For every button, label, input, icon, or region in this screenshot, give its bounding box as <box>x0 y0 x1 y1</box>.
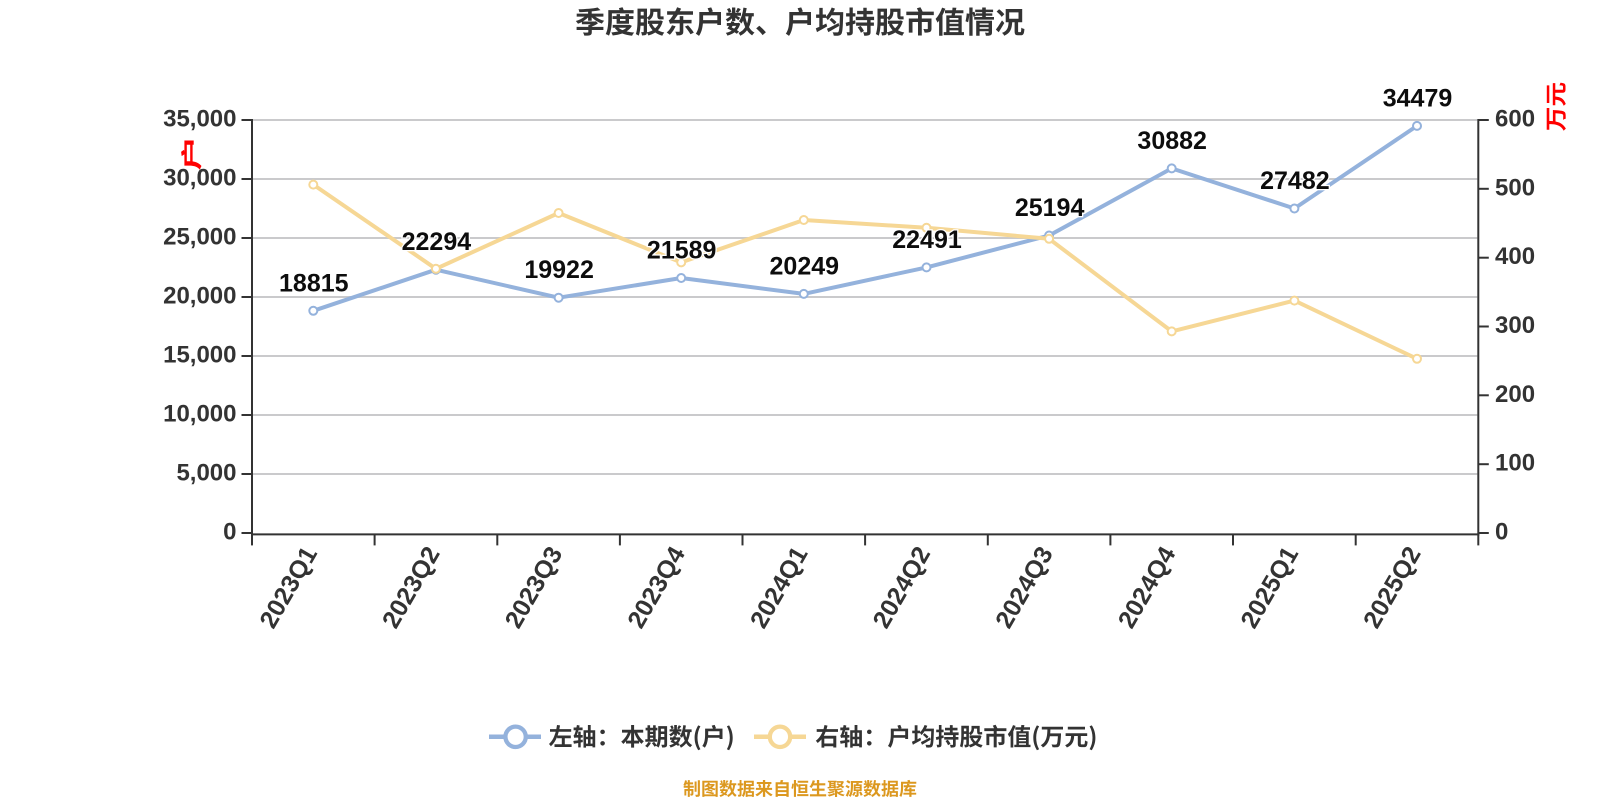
svg-text:2024Q1: 2024Q1 <box>745 542 814 633</box>
svg-text:5,000: 5,000 <box>176 460 236 487</box>
svg-text:2024Q3: 2024Q3 <box>990 542 1059 633</box>
svg-text:2023Q1: 2023Q1 <box>254 542 323 633</box>
svg-text:10,000: 10,000 <box>163 401 236 428</box>
svg-text:20249: 20249 <box>770 252 840 280</box>
svg-text:27482: 27482 <box>1260 167 1330 195</box>
svg-text:2023Q3: 2023Q3 <box>500 542 569 633</box>
svg-text:25194: 25194 <box>1015 194 1085 222</box>
svg-text:0: 0 <box>1495 519 1508 546</box>
svg-text:35,000: 35,000 <box>163 106 236 133</box>
svg-text:2025Q2: 2025Q2 <box>1358 542 1427 633</box>
svg-text:0: 0 <box>223 519 236 546</box>
svg-text:400: 400 <box>1495 243 1535 270</box>
svg-text:2023Q4: 2023Q4 <box>622 542 691 633</box>
svg-text:20,000: 20,000 <box>163 283 236 310</box>
svg-text:22491: 22491 <box>892 226 962 254</box>
svg-text:2024Q2: 2024Q2 <box>867 542 936 633</box>
svg-text:34479: 34479 <box>1383 84 1453 112</box>
svg-text:21589: 21589 <box>647 237 717 265</box>
svg-text:300: 300 <box>1495 312 1535 339</box>
svg-text:2024Q4: 2024Q4 <box>1113 542 1182 633</box>
svg-text:500: 500 <box>1495 174 1535 201</box>
svg-text:2023Q2: 2023Q2 <box>377 542 446 633</box>
svg-text:15,000: 15,000 <box>163 342 236 369</box>
svg-text:22294: 22294 <box>402 228 472 256</box>
svg-text:200: 200 <box>1495 381 1535 408</box>
svg-text:18815: 18815 <box>279 269 349 297</box>
svg-text:25,000: 25,000 <box>163 224 236 251</box>
svg-text:19922: 19922 <box>524 256 594 284</box>
svg-text:600: 600 <box>1495 106 1535 133</box>
svg-text:2025Q1: 2025Q1 <box>1235 542 1304 633</box>
svg-text:30882: 30882 <box>1137 127 1207 155</box>
svg-text:100: 100 <box>1495 450 1535 477</box>
